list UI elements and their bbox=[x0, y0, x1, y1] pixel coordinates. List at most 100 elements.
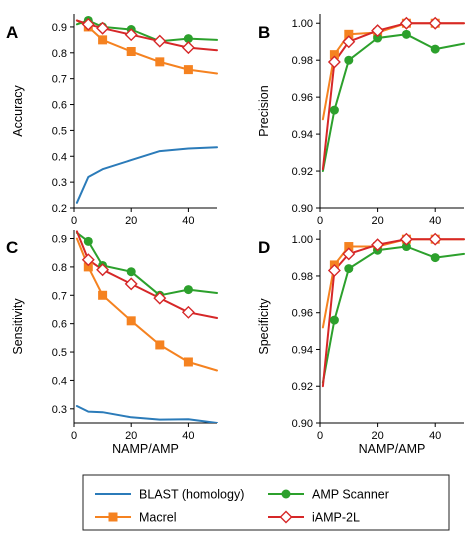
x-tick-label: 0 bbox=[71, 215, 77, 227]
y-tick-label: 0.2 bbox=[52, 203, 67, 215]
data-point-iamp-2l bbox=[342, 35, 356, 49]
y-tick-label: 0.90 bbox=[292, 203, 313, 215]
data-point-macrel bbox=[344, 242, 354, 252]
legend-label: AMP Scanner bbox=[312, 488, 389, 502]
data-point-macrel bbox=[155, 340, 165, 350]
series-line-amp-scanner bbox=[321, 33, 465, 172]
y-tick-label: 0.7 bbox=[52, 74, 67, 86]
data-point-amp-scanner bbox=[344, 55, 354, 65]
y-tick-label: 1.00 bbox=[292, 18, 313, 30]
data-point-iamp-2l bbox=[81, 253, 95, 267]
legend-swatch-marker bbox=[279, 510, 293, 524]
data-point-iamp-2l bbox=[371, 238, 385, 252]
plot-area bbox=[75, 15, 218, 204]
series-line-iamp-2l bbox=[321, 238, 465, 388]
y-tick-label: 0.3 bbox=[52, 177, 67, 189]
panel-A: A 0.2 0.3 0.4 0.5 0.6 0.7 0.8 0.9 0 20 40 Accuracy bbox=[6, 14, 218, 227]
legend-label: Macrel bbox=[139, 511, 177, 525]
data-point-amp-scanner bbox=[329, 105, 339, 115]
panel-letter: B bbox=[258, 23, 270, 42]
data-point-macrel bbox=[98, 35, 108, 45]
data-point-iamp-2l bbox=[153, 291, 167, 305]
data-point-amp-scanner bbox=[344, 264, 354, 274]
x-tick-label: 20 bbox=[371, 430, 383, 442]
data-point-iamp-2l bbox=[327, 263, 341, 277]
y-tick-label: 0.7 bbox=[52, 290, 67, 302]
panel-C: C 0.3 0.4 0.5 0.6 0.7 0.8 0.9 0 20 40 Sensitivity NA… bbox=[6, 230, 218, 456]
y-tick-label: 0.8 bbox=[52, 262, 67, 274]
series-line-amp-scanner bbox=[321, 245, 465, 384]
y-tick-label: 0.4 bbox=[52, 375, 67, 387]
y-tick-label: 0.8 bbox=[52, 48, 67, 60]
data-point-iamp-2l bbox=[124, 28, 138, 42]
plot-area bbox=[321, 16, 465, 172]
x-axis-label: NAMP/AMP bbox=[112, 442, 179, 456]
data-point-macrel bbox=[183, 357, 193, 367]
y-tick-label: 0.9 bbox=[52, 22, 67, 34]
data-point-iamp-2l bbox=[153, 34, 167, 48]
series-line-iamp-2l bbox=[321, 22, 465, 171]
y-tick-label: 0.4 bbox=[52, 151, 67, 163]
data-point-iamp-2l bbox=[371, 24, 385, 38]
data-point-macrel bbox=[344, 29, 354, 39]
y-tick-label: 0.90 bbox=[292, 418, 313, 430]
panel-D: D 0.90 0.92 0.94 0.96 0.98 1.00 0 20 40 Specificit… bbox=[257, 230, 465, 456]
data-point-iamp-2l bbox=[181, 305, 195, 319]
y-tick-label: 0.98 bbox=[292, 55, 313, 67]
y-axis-label: Sensitivity bbox=[11, 298, 25, 355]
legend: BLAST (homology) AMP Scanner Macrel iAMP-2L bbox=[82, 474, 450, 531]
data-point-iamp-2l bbox=[428, 16, 442, 30]
data-point-amp-scanner bbox=[329, 315, 339, 325]
legend-entry-iamp-2l: iAMP-2L bbox=[268, 511, 360, 525]
y-tick-label: 0.94 bbox=[292, 129, 313, 141]
legend-entry-amp-scanner: AMP Scanner bbox=[268, 488, 389, 502]
data-point-amp-scanner bbox=[373, 33, 383, 43]
data-point-amp-scanner bbox=[430, 44, 440, 54]
y-tick-label: 0.6 bbox=[52, 319, 67, 331]
x-tick-label: 20 bbox=[371, 215, 383, 227]
data-point-amp-scanner bbox=[126, 267, 136, 277]
y-axis-label: Precision bbox=[257, 85, 271, 136]
x-tick-label: 0 bbox=[317, 430, 323, 442]
data-point-amp-scanner bbox=[430, 253, 440, 263]
data-point-amp-scanner bbox=[83, 236, 93, 246]
y-tick-label: 0.94 bbox=[292, 344, 313, 356]
legend-swatch-marker bbox=[281, 489, 291, 499]
y-axis-label: Specificity bbox=[257, 298, 271, 355]
y-tick-label: 0.92 bbox=[292, 166, 313, 178]
y-tick-label: 0.9 bbox=[52, 234, 67, 246]
legend-swatch-marker bbox=[108, 512, 118, 522]
series-line-blast-homology bbox=[75, 146, 218, 204]
legend-box bbox=[82, 474, 450, 531]
data-point-macrel bbox=[98, 290, 108, 300]
y-tick-label: 0.96 bbox=[292, 308, 313, 320]
series-line-macrel bbox=[321, 22, 465, 121]
x-tick-label: 20 bbox=[125, 215, 137, 227]
y-tick-label: 0.5 bbox=[52, 125, 67, 137]
x-tick-label: 40 bbox=[182, 430, 194, 442]
data-point-iamp-2l bbox=[181, 41, 195, 55]
x-tick-label: 0 bbox=[317, 215, 323, 227]
y-tick-label: 0.5 bbox=[52, 347, 67, 359]
data-point-iamp-2l bbox=[342, 247, 356, 261]
x-axis-label: NAMP/AMP bbox=[359, 442, 426, 456]
data-point-iamp-2l bbox=[399, 232, 413, 246]
data-point-iamp-2l bbox=[124, 277, 138, 291]
data-point-macrel bbox=[126, 316, 136, 326]
data-point-macrel bbox=[126, 47, 136, 57]
data-point-macrel bbox=[183, 65, 193, 75]
series-line-iamp-2l bbox=[75, 230, 218, 319]
plot-area bbox=[75, 230, 218, 423]
x-tick-label: 40 bbox=[429, 430, 441, 442]
data-point-amp-scanner bbox=[183, 285, 193, 295]
data-point-iamp-2l bbox=[96, 21, 110, 35]
data-point-macrel bbox=[83, 262, 93, 272]
x-tick-label: 20 bbox=[125, 430, 137, 442]
data-point-iamp-2l bbox=[428, 232, 442, 246]
y-tick-label: 0.6 bbox=[52, 100, 67, 112]
data-point-iamp-2l bbox=[96, 263, 110, 277]
legend-entry-blast-homology: BLAST (homology) bbox=[95, 488, 244, 502]
data-point-iamp-2l bbox=[327, 55, 341, 69]
panel-letter: C bbox=[6, 238, 18, 257]
y-tick-label: 0.96 bbox=[292, 92, 313, 104]
